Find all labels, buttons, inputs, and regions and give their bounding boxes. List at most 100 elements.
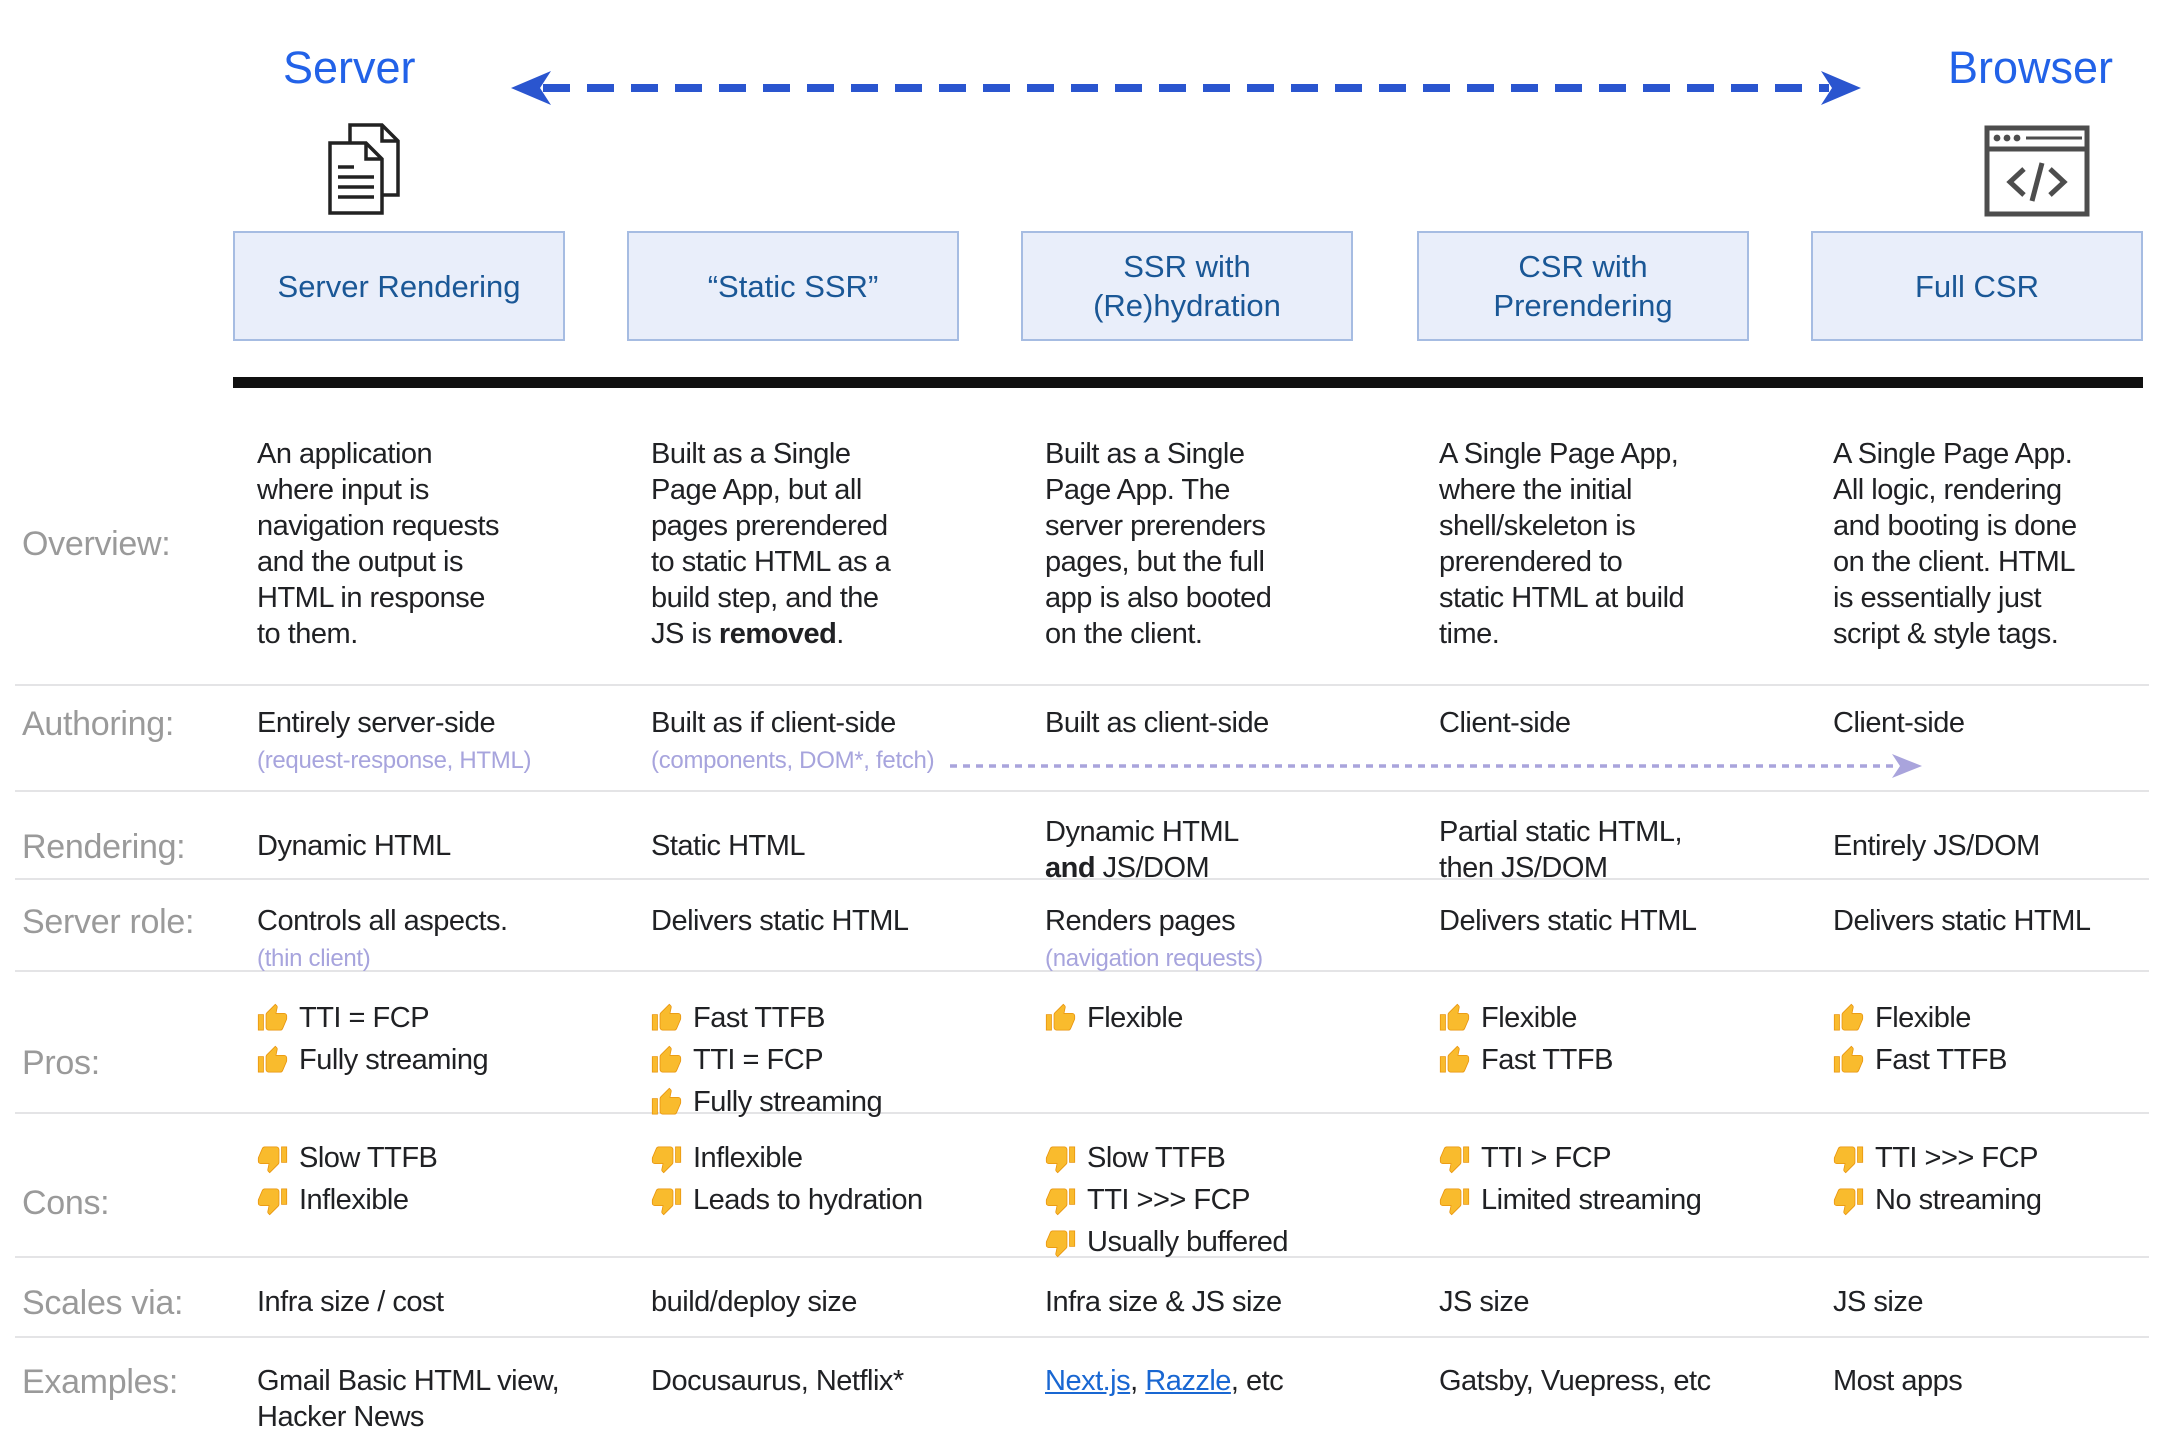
pro-item: TTI = FCP	[651, 1042, 997, 1078]
cons-static-ssr: Inflexible Leads to hydration	[651, 1140, 1045, 1266]
pros-row: Pros: TTI = FCP Fully streaming Fast TTF…	[22, 1000, 2163, 1126]
thumbs-up-icon	[1439, 1045, 1470, 1076]
column-header-ssr-rehydration: SSR with (Re)hydration	[1021, 231, 1353, 341]
column-title: SSR with (Re)hydration	[1093, 249, 1281, 323]
server-role-server-rendering: Controls all aspects. (thin client)	[257, 903, 651, 974]
server-role-static-ssr: Delivers static HTML	[651, 905, 909, 937]
overview-row: Overview: An application where input is …	[22, 436, 2163, 652]
thumbs-down-icon	[1439, 1143, 1470, 1174]
column-title: “Static SSR”	[707, 268, 879, 304]
pro-item: Fast TTFB	[1439, 1042, 1785, 1078]
column-header-csr-prerendering: CSR with Prerendering	[1417, 231, 1749, 341]
browser-code-icon	[1984, 125, 2090, 217]
thumbs-up-icon	[651, 1087, 682, 1118]
authoring-static-ssr: Built as if client-side (components, DOM*…	[651, 705, 1045, 776]
browser-endpoint-label: Browser	[1948, 42, 2114, 93]
pro-item: Fully streaming	[257, 1042, 603, 1078]
row-label-pros: Pros:	[22, 1043, 100, 1082]
examples-ssr-rehydration: Next.js, Razzle, etc	[1045, 1365, 1284, 1397]
scales-full-csr: JS size	[1833, 1286, 1923, 1318]
thumbs-up-icon	[257, 1003, 288, 1034]
pros-server-rendering: TTI = FCP Fully streaming	[257, 1000, 651, 1126]
row-separator	[15, 970, 2149, 972]
server-role-csr-prerendering: Delivers static HTML	[1439, 905, 1697, 937]
thumbs-down-icon	[1045, 1185, 1076, 1216]
thumbs-down-icon	[1833, 1143, 1864, 1174]
column-header-static-ssr: “Static SSR”	[627, 231, 959, 341]
thumbs-up-icon	[1833, 1003, 1864, 1034]
pro-item: Flexible	[1045, 1000, 1391, 1036]
pro-item: Flexible	[1833, 1000, 2109, 1036]
column-title: Full CSR	[1914, 268, 2039, 304]
row-label-authoring: Authoring:	[22, 705, 174, 743]
thumbs-down-icon	[257, 1143, 288, 1174]
scales-row: Scales via: Infra size / cost build/depl…	[22, 1284, 2163, 1323]
column-header-server-rendering: Server Rendering	[233, 231, 565, 341]
con-item: Slow TTFB	[257, 1140, 603, 1176]
row-label-examples: Examples:	[22, 1363, 179, 1401]
thumbs-down-icon	[1439, 1185, 1470, 1216]
con-item: TTI > FCP	[1439, 1140, 1785, 1176]
examples-server-rendering: Gmail Basic HTML view, Hacker News	[257, 1365, 560, 1433]
con-item: No streaming	[1833, 1182, 2109, 1218]
row-separator	[15, 1256, 2149, 1258]
client-side-trend-arrow	[950, 754, 1922, 778]
thumbs-down-icon	[1045, 1143, 1076, 1174]
thumbs-down-icon	[257, 1185, 288, 1216]
con-item: TTI >>> FCP	[1045, 1182, 1391, 1218]
pro-item: Flexible	[1439, 1000, 1785, 1036]
examples-csr-prerendering: Gatsby, Vuepress, etc	[1439, 1365, 1711, 1397]
razzle-link[interactable]: Razzle	[1145, 1365, 1231, 1397]
con-item: Leads to hydration	[651, 1182, 997, 1218]
overview-full-csr: A Single Page App. All logic, rendering …	[1833, 438, 2077, 650]
cons-full-csr: TTI >>> FCP No streaming	[1833, 1140, 2157, 1266]
thumbs-up-icon	[1045, 1003, 1076, 1034]
row-separator	[15, 1336, 2149, 1338]
authoring-full-csr: Client-side	[1833, 707, 1965, 739]
row-label-overview: Overview:	[22, 524, 171, 563]
row-label-cons: Cons:	[22, 1183, 110, 1222]
con-item: Inflexible	[651, 1140, 997, 1176]
thumbs-up-icon	[651, 1045, 682, 1076]
thumbs-up-icon	[257, 1045, 288, 1076]
server-browser-spectrum-arrow	[511, 71, 1861, 105]
cons-csr-prerendering: TTI > FCP Limited streaming	[1439, 1140, 1833, 1266]
scales-ssr-rehydration: Infra size & JS size	[1045, 1286, 1282, 1318]
rendering-static-ssr: Static HTML	[651, 830, 806, 862]
pros-ssr-rehydration: Flexible	[1045, 1000, 1439, 1126]
thumbs-down-icon	[1833, 1185, 1864, 1216]
pros-full-csr: Flexible Fast TTFB	[1833, 1000, 2157, 1126]
row-label-rendering: Rendering:	[22, 828, 186, 866]
overview-ssr-rehydration: Built as a Single Page App. The server p…	[1045, 438, 1272, 650]
pros-csr-prerendering: Flexible Fast TTFB	[1439, 1000, 1833, 1126]
rendering-csr-prerendering: Partial static HTML, then JS/DOM	[1439, 816, 1683, 884]
thumbs-down-icon	[1045, 1227, 1076, 1258]
column-header-full-csr: Full CSR	[1811, 231, 2143, 341]
authoring-note: (components, DOM*, fetch)	[651, 747, 935, 774]
pro-item: Fast TTFB	[651, 1000, 997, 1036]
server-role-full-csr: Delivers static HTML	[1833, 905, 2091, 937]
header-divider-bar	[233, 377, 2143, 388]
overview-csr-prerendering: A Single Page App, where the initial she…	[1439, 438, 1685, 650]
server-role-ssr-rehydration: Renders pages (navigation requests)	[1045, 903, 1439, 974]
row-separator	[15, 790, 2149, 792]
authoring-csr-prerendering: Client-side	[1439, 707, 1571, 739]
overview-server-rendering: An application where input is navigation…	[257, 438, 500, 650]
nextjs-link[interactable]: Next.js	[1045, 1365, 1131, 1397]
con-item: TTI >>> FCP	[1833, 1140, 2109, 1176]
thumbs-up-icon	[1833, 1045, 1864, 1076]
thumbs-up-icon	[1439, 1003, 1470, 1034]
cons-server-rendering: Slow TTFB Inflexible	[257, 1140, 651, 1266]
column-title: Server Rendering	[277, 268, 521, 304]
server-endpoint-label: Server	[283, 42, 416, 93]
server-role-row: Server role: Controls all aspects. (thin …	[22, 903, 2163, 974]
row-separator	[15, 878, 2149, 880]
rendering-server-rendering: Dynamic HTML	[257, 830, 451, 862]
rendering-ssr-rehydration: Dynamic HTML and JS/DOM	[1045, 816, 1239, 884]
pro-item: TTI = FCP	[257, 1000, 603, 1036]
rendering-full-csr: Entirely JS/DOM	[1833, 830, 2040, 862]
server-role-note: (thin client)	[257, 945, 371, 972]
row-separator	[15, 1112, 2149, 1114]
con-item: Limited streaming	[1439, 1182, 1785, 1218]
